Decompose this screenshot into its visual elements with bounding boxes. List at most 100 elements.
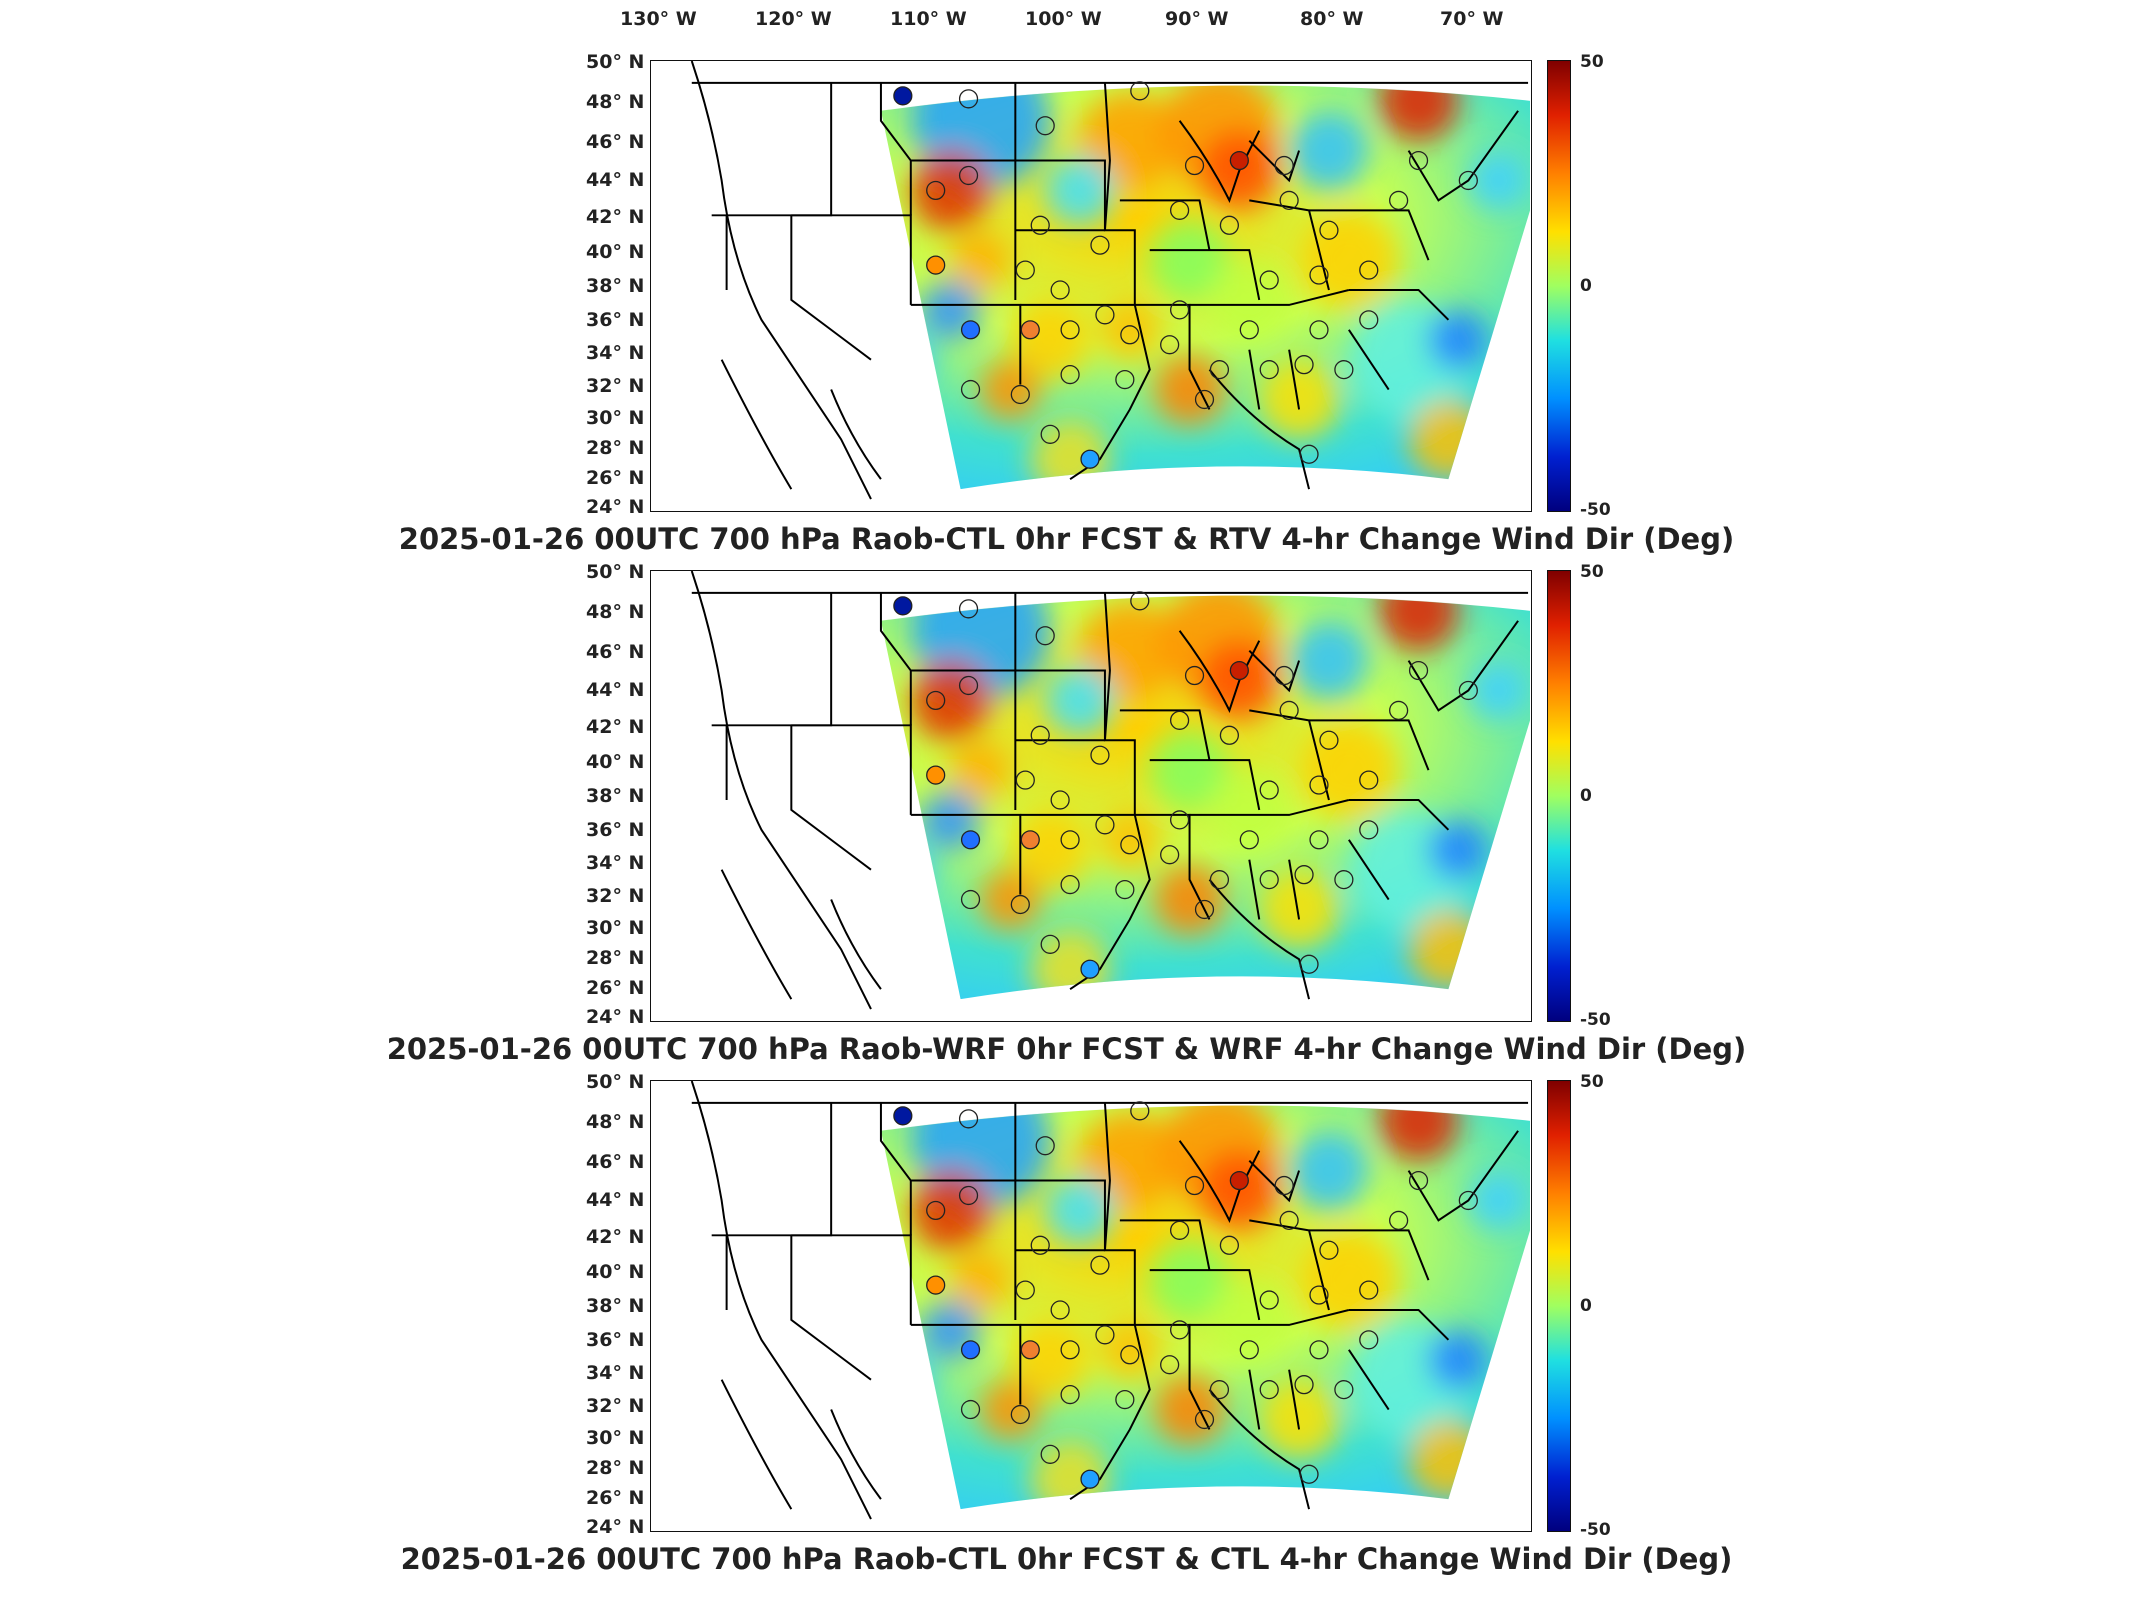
- station-marker: [1060, 364, 1080, 385]
- station-marker: [1209, 360, 1230, 380]
- station-marker: [1115, 369, 1135, 390]
- station-marker: [1115, 879, 1135, 900]
- raob-stations: [893, 1101, 1478, 1489]
- station-marker: [1060, 320, 1080, 340]
- latitude-label: 40° N: [586, 751, 645, 773]
- longitude-label: 100° W: [1025, 8, 1102, 30]
- station-marker: [1299, 954, 1319, 974]
- station-marker: [1090, 235, 1110, 255]
- station-marker: [1309, 265, 1329, 285]
- station-marker: [1408, 660, 1429, 681]
- colorbar-min-label: -50: [1580, 1520, 1611, 1540]
- station-marker: [1010, 1404, 1030, 1425]
- station-marker: [1120, 325, 1140, 345]
- station-marker: [958, 1185, 979, 1206]
- station-marker: [1090, 745, 1110, 765]
- latitude-label: 40° N: [586, 241, 645, 263]
- latitude-label: 24° N: [586, 1516, 645, 1538]
- station-marker: [1194, 899, 1215, 920]
- station-marker: [1309, 320, 1329, 340]
- station-marker: [1239, 320, 1259, 340]
- station-marker: [1229, 660, 1249, 681]
- station-marker: [958, 1109, 979, 1129]
- map-svg: [690, 571, 1531, 1010]
- station-marker: [1040, 1444, 1060, 1464]
- station-marker: [1229, 1170, 1249, 1191]
- colorbar-mid-label: 0: [1580, 786, 1592, 806]
- station-marker: [1060, 1340, 1080, 1360]
- station-marker: [1015, 260, 1035, 280]
- station-marker: [960, 1340, 981, 1360]
- station-marker: [1160, 845, 1180, 865]
- latitude-label: 36° N: [586, 819, 645, 841]
- colorbar-min-label: -50: [1580, 1010, 1611, 1030]
- station-marker: [926, 1275, 946, 1295]
- station-marker: [1359, 820, 1379, 840]
- panel-title: 2025-01-26 00UTC 700 hPa Raob-CTL 0hr FC…: [398, 522, 1735, 556]
- station-marker: [1160, 1355, 1180, 1375]
- station-marker: [1309, 1340, 1329, 1360]
- station-marker: [1359, 1330, 1379, 1350]
- station-marker: [1050, 280, 1070, 300]
- station-marker: [1035, 116, 1055, 136]
- station-marker: [1120, 835, 1140, 855]
- latitude-label: 28° N: [586, 437, 645, 459]
- longitude-label: 70° W: [1440, 8, 1504, 30]
- station-marker: [1239, 1340, 1259, 1360]
- longitude-axis: 130° W 120° W 110° W 100° W 90° W 80° W 70° W: [0, 0, 2133, 40]
- colorbar-min-label: -50: [1580, 500, 1611, 520]
- station-marker: [1010, 384, 1030, 405]
- latitude-label: 32° N: [586, 375, 645, 397]
- station-marker: [1309, 830, 1329, 850]
- station-marker: [926, 765, 946, 785]
- station-marker: [1169, 1320, 1190, 1340]
- station-marker: [1279, 700, 1299, 720]
- latitude-label: 30° N: [586, 917, 645, 939]
- station-marker: [1259, 360, 1279, 380]
- station-marker: [1095, 815, 1115, 835]
- map-frame: [650, 1080, 1532, 1532]
- station-marker: [960, 320, 981, 340]
- station-marker: [1319, 1240, 1339, 1260]
- station-marker: [1095, 1325, 1115, 1345]
- latitude-label: 28° N: [586, 1457, 645, 1479]
- station-marker: [1209, 870, 1230, 890]
- state-boundaries: [690, 571, 1529, 1010]
- colorbar-max-label: 50: [1580, 52, 1604, 72]
- station-marker: [893, 596, 913, 616]
- station-marker: [958, 675, 979, 696]
- wind-direction-field: [880, 1105, 1531, 1510]
- latitude-label: 50° N: [586, 561, 645, 583]
- station-marker: [1319, 220, 1339, 240]
- station-marker: [1309, 775, 1329, 795]
- latitude-label: 38° N: [586, 1295, 645, 1317]
- station-marker: [960, 889, 981, 910]
- station-marker: [1274, 665, 1294, 686]
- latitude-label: 42° N: [586, 206, 645, 228]
- latitude-label: 42° N: [586, 716, 645, 738]
- colorbar: [1547, 1080, 1571, 1532]
- station-marker: [1259, 780, 1279, 800]
- station-marker: [1060, 830, 1080, 850]
- station-marker: [1299, 1464, 1319, 1484]
- state-boundaries: [690, 61, 1529, 500]
- station-marker: [926, 690, 946, 711]
- longitude-label: 130° W: [620, 8, 697, 30]
- panel-title: 2025-01-26 00UTC 700 hPa Raob-WRF 0hr FC…: [386, 1032, 1747, 1066]
- station-marker: [1115, 1389, 1135, 1410]
- station-marker: [1259, 1290, 1279, 1310]
- station-marker: [1060, 874, 1080, 895]
- latitude-label: 46° N: [586, 131, 645, 153]
- latitude-label: 28° N: [586, 947, 645, 969]
- latitude-label: 48° N: [586, 1111, 645, 1133]
- map-frame: [650, 60, 1532, 512]
- station-marker: [1030, 725, 1050, 745]
- station-marker: [1408, 150, 1429, 171]
- station-marker: [1389, 1210, 1409, 1230]
- panel-title: 2025-01-26 00UTC 700 hPa Raob-CTL 0hr FC…: [400, 1542, 1733, 1576]
- station-marker: [1060, 1384, 1080, 1405]
- station-marker: [1279, 190, 1299, 210]
- station-marker: [1010, 894, 1030, 915]
- station-marker: [1184, 155, 1205, 176]
- station-marker: [1130, 81, 1150, 101]
